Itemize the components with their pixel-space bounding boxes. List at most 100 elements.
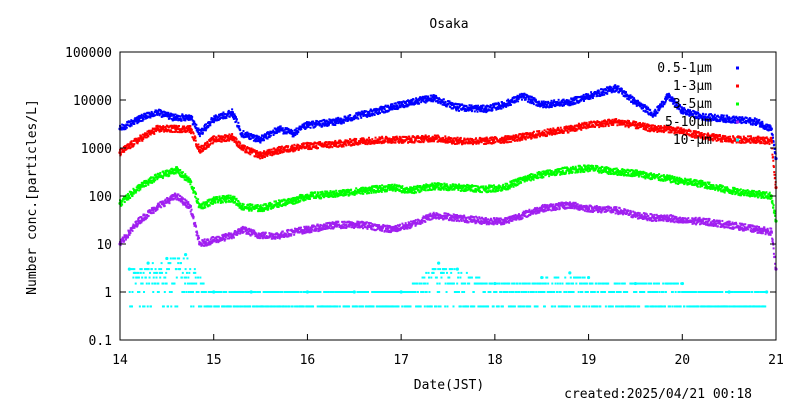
measurement-dot	[384, 139, 387, 142]
measurement-dot	[480, 110, 483, 113]
measurement-dot	[158, 128, 161, 131]
measurement-dot	[124, 146, 127, 149]
measurement-dot	[166, 130, 169, 133]
measurement-dot	[379, 137, 382, 140]
measurement-dot	[627, 94, 630, 97]
measurement-dot	[363, 141, 366, 144]
measurement-dot	[218, 138, 221, 141]
measurement-dot	[692, 113, 695, 116]
measurement-dot	[146, 180, 149, 183]
measurement-dot	[338, 141, 341, 144]
measurement-dot	[524, 98, 527, 101]
measurement-dot	[452, 103, 455, 106]
measurement-dot	[232, 199, 235, 202]
measurement-dot	[494, 141, 497, 144]
measurement-dot	[551, 131, 554, 134]
measurement-dot	[722, 120, 725, 123]
measurement-dot	[673, 129, 676, 132]
measurement-dot	[348, 142, 351, 145]
measurement-dot	[582, 124, 585, 127]
measurement-dot	[515, 98, 518, 101]
measurement-dot	[559, 129, 562, 132]
measurement-dot	[125, 198, 128, 201]
measurement-dot	[357, 117, 360, 120]
measurement-dot	[220, 140, 223, 143]
measurement-dot	[504, 135, 507, 138]
measurement-dot	[760, 125, 763, 128]
measurement-dot	[606, 90, 609, 93]
measurement-dot	[410, 101, 413, 104]
measurement-dot	[205, 147, 208, 150]
measurement-dot	[176, 170, 179, 173]
measurement-dot	[567, 99, 570, 102]
measurement-dot	[158, 130, 161, 133]
measurement-dot	[340, 118, 343, 121]
measurement-dot	[229, 200, 232, 203]
measurement-dot	[425, 100, 428, 103]
measurement-dot	[327, 121, 330, 124]
measurement-dot	[742, 141, 745, 144]
measurement-dot	[521, 95, 524, 98]
measurement-dot	[684, 111, 687, 114]
measurement-dot	[545, 106, 548, 109]
measurement-dot	[421, 99, 424, 102]
measurement-dot	[600, 91, 603, 94]
measurement-dot	[544, 133, 547, 136]
measurement-dot	[132, 192, 135, 195]
measurement-dot	[228, 115, 231, 118]
measurement-dot	[700, 116, 703, 119]
measurement-dot	[274, 152, 277, 155]
measurement-dot	[701, 117, 704, 120]
measurement-dot	[349, 114, 352, 117]
measurement-dot	[595, 121, 598, 124]
series-0	[118, 84, 778, 161]
measurement-dot	[772, 164, 775, 167]
measurement-dot	[133, 123, 136, 126]
measurement-dot	[120, 201, 123, 204]
measurement-dot	[574, 124, 577, 127]
measurement-dot	[517, 98, 520, 101]
measurement-dot	[486, 142, 489, 145]
measurement-dot	[387, 140, 390, 143]
measurement-dot	[540, 100, 543, 103]
measurement-dot	[752, 139, 755, 142]
measurement-dot	[455, 107, 458, 110]
measurement-dot	[681, 129, 684, 132]
measurement-dot	[772, 140, 775, 143]
measurement-dot	[164, 114, 167, 117]
measurement-dot	[214, 138, 217, 141]
measurement-dot	[633, 100, 636, 103]
measurement-dot	[225, 116, 228, 119]
measurement-dot	[394, 102, 397, 105]
measurement-dot	[308, 148, 311, 151]
measurement-dot	[154, 179, 157, 182]
measurement-dot	[724, 139, 727, 142]
measurement-dot	[184, 118, 187, 121]
measurement-dot	[712, 133, 715, 136]
measurement-dot	[500, 101, 503, 104]
measurement-dot	[548, 129, 551, 132]
measurement-dot	[414, 102, 417, 105]
measurement-dot	[239, 142, 242, 145]
measurement-dot	[754, 122, 757, 125]
measurement-dot	[306, 145, 309, 148]
measurement-dot	[696, 135, 699, 138]
measurement-dot	[427, 97, 430, 100]
measurement-dot	[744, 116, 747, 119]
measurement-dot	[401, 139, 404, 142]
measurement-dot	[158, 114, 161, 117]
measurement-dot	[642, 109, 645, 112]
measurement-dot	[265, 135, 268, 138]
measurement-dot	[678, 104, 681, 107]
measurement-dot	[136, 119, 139, 122]
measurement-dot	[458, 139, 461, 142]
measurement-dot	[559, 126, 562, 129]
measurement-dot	[236, 144, 239, 147]
measurement-dot	[196, 129, 199, 132]
measurement-dot	[498, 140, 501, 143]
measurement-dot	[302, 142, 305, 145]
measurement-dot	[445, 141, 448, 144]
measurement-dot	[222, 115, 225, 118]
measurement-dot	[388, 141, 391, 144]
measurement-dot	[720, 115, 723, 118]
